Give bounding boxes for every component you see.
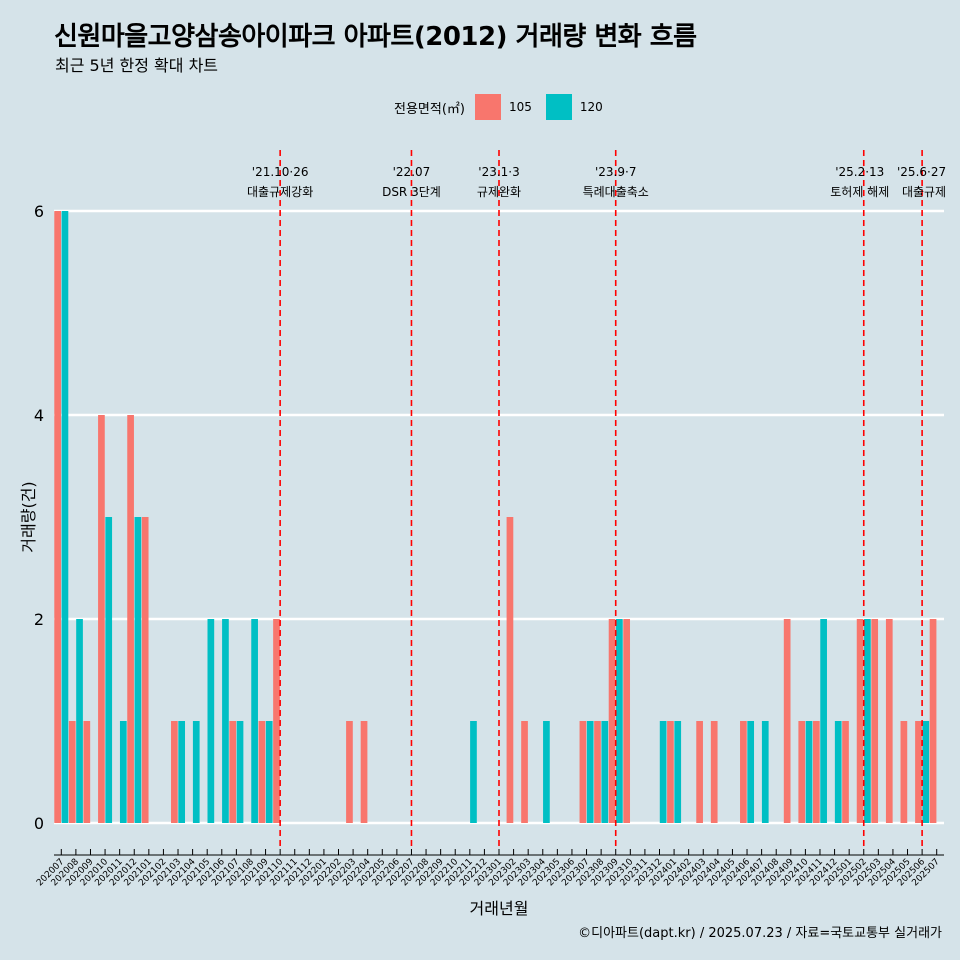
bar-120-202104 xyxy=(192,721,200,823)
bar-120-202410 xyxy=(805,721,813,823)
event-date-label: '25.6·27 xyxy=(897,165,946,179)
event-name-label: 특례대출축소 xyxy=(583,185,649,199)
bar-120-202106 xyxy=(222,619,229,823)
bar-120-202412 xyxy=(834,721,842,823)
bar-105-202302 xyxy=(506,517,514,823)
event-name-label: DSR 3단계 xyxy=(382,185,441,199)
event-date-label: '21.10·26 xyxy=(252,165,309,179)
event-name-label: 규제완화 xyxy=(477,185,521,199)
bar-105-202506 xyxy=(915,721,922,823)
chart-subtitle: 최근 5년 한정 확대 차트 xyxy=(55,56,219,75)
source-caption: ©디아파트(dapt.kr) / 2025.07.23 / 자료=국토교통부 실… xyxy=(578,926,942,941)
bar-105-202307 xyxy=(579,721,587,823)
bar-120-202010 xyxy=(105,517,113,823)
bar-120-202304 xyxy=(543,721,550,823)
bar-120-202307 xyxy=(586,721,594,823)
bar-105-202107 xyxy=(229,721,237,823)
legend-label-120: 120 xyxy=(579,100,603,114)
bar-120-202312 xyxy=(659,721,667,823)
event-date-label: '23.1·3 xyxy=(478,165,519,179)
x-axis-title: 거래년월 xyxy=(470,899,529,918)
bar-105-202401 xyxy=(667,721,674,823)
y-axis-title: 거래량(건) xyxy=(19,481,38,552)
bar-120-202506 xyxy=(922,721,930,823)
bar-105-202101 xyxy=(141,517,149,823)
bar-120-202012 xyxy=(134,517,142,823)
event-date-label: '22.07 xyxy=(393,165,431,179)
event-name-label: 토허제 해제 xyxy=(830,185,889,199)
bar-105-202308 xyxy=(594,721,601,823)
bar-120-202406 xyxy=(747,721,755,823)
bar-105-202403 xyxy=(696,721,703,823)
bar-120-202108 xyxy=(251,619,258,823)
bar-105-202303 xyxy=(521,721,528,823)
bar-105-202502 xyxy=(856,619,864,823)
bar-105-202501 xyxy=(842,721,849,823)
legend-label-105: 105 xyxy=(508,100,532,114)
bar-120-202011 xyxy=(119,721,127,823)
bar-120-202309 xyxy=(616,619,623,823)
bar-120-202109 xyxy=(265,721,273,823)
bar-105-202409 xyxy=(783,619,791,823)
bar-120-202103 xyxy=(178,721,186,823)
y-tick-label: 6 xyxy=(34,202,44,221)
bar-120-202007 xyxy=(61,211,69,823)
bar-105-202410 xyxy=(798,721,806,823)
bar-105-202404 xyxy=(710,721,718,823)
bar-105-202010 xyxy=(98,415,105,823)
legend-key-120 xyxy=(545,94,572,120)
bar-120-202502 xyxy=(864,619,871,823)
bar-105-202109 xyxy=(258,721,266,823)
y-tick-label: 2 xyxy=(34,610,44,629)
bar-120-202407 xyxy=(761,721,769,823)
chart-title: 신원마을고양삼송아이파크 아파트(2012) 거래량 변화 흐름 xyxy=(54,22,697,52)
bar-105-202103 xyxy=(171,721,178,823)
bar-105-202504 xyxy=(885,619,893,823)
event-name-label: 대출규제강화 xyxy=(247,185,313,199)
bar-105-202204 xyxy=(360,721,368,823)
legend-key-105 xyxy=(474,94,501,120)
y-tick-label: 4 xyxy=(34,406,44,425)
bar-105-202203 xyxy=(346,721,353,823)
bar-105-202012 xyxy=(127,415,134,823)
bar-105-202008 xyxy=(68,721,76,823)
bar-105-202406 xyxy=(740,721,747,823)
event-date-label: '23.9·7 xyxy=(595,165,636,179)
bar-120-202308 xyxy=(601,721,609,823)
bar-120-202105 xyxy=(207,619,215,823)
bar-105-202110 xyxy=(273,619,280,823)
bar-120-202107 xyxy=(236,721,244,823)
legend: 전용면적(㎡) 105 120 xyxy=(394,94,613,120)
y-tick-label: 0 xyxy=(34,814,44,833)
legend-title: 전용면적(㎡) xyxy=(394,101,465,117)
bar-120-202008 xyxy=(76,619,83,823)
bar-105-202009 xyxy=(83,721,91,823)
bar-105-202309 xyxy=(608,619,616,823)
bar-120-202211 xyxy=(470,721,477,823)
bar-105-202007 xyxy=(54,211,61,823)
bar-105-202310 xyxy=(623,619,631,823)
bar-120-202401 xyxy=(674,721,682,823)
bar-105-202503 xyxy=(871,619,879,823)
bar-105-202505 xyxy=(900,721,908,823)
event-name-label: 대출규제 xyxy=(902,185,946,199)
bar-120-202411 xyxy=(820,619,827,823)
event-date-label: '25.2·13 xyxy=(835,165,884,179)
bar-105-202411 xyxy=(812,721,820,823)
bar-105-202507 xyxy=(929,619,937,823)
